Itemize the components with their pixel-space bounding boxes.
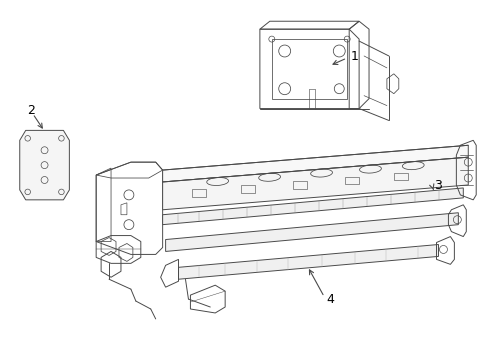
Polygon shape — [163, 188, 464, 225]
Polygon shape — [163, 157, 468, 210]
Polygon shape — [166, 213, 458, 251]
Polygon shape — [163, 145, 468, 182]
Text: 1: 1 — [350, 50, 358, 63]
Text: 4: 4 — [326, 293, 334, 306]
Text: 3: 3 — [435, 179, 442, 193]
Text: 2: 2 — [26, 104, 35, 117]
Polygon shape — [178, 244, 439, 279]
Polygon shape — [20, 130, 70, 200]
